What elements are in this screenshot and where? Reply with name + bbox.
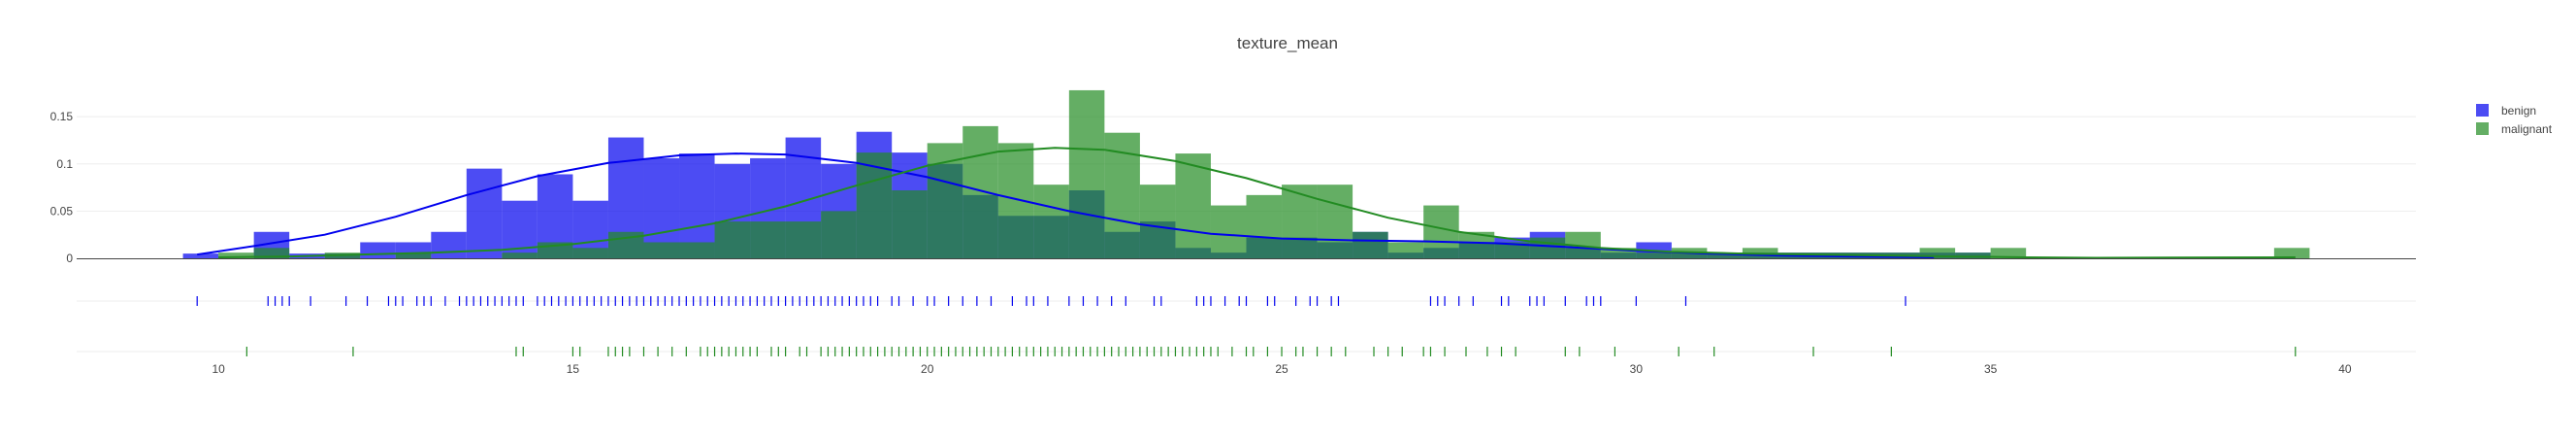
bar-malignant	[502, 252, 538, 258]
bar-malignant	[1068, 89, 1105, 258]
bar-malignant	[218, 252, 254, 258]
bar-benign	[182, 253, 219, 258]
histogram-bars	[182, 89, 2310, 258]
bar-malignant	[856, 152, 893, 258]
y-tick-label: 0	[66, 252, 73, 265]
density-curve-malignant	[218, 147, 2296, 259]
x-tick-label: 35	[1984, 362, 1998, 376]
legend-swatch-benign[interactable]	[2476, 104, 2489, 117]
legend-label-malignant[interactable]: malignant	[2501, 122, 2553, 136]
bar-malignant	[714, 221, 751, 258]
bar-malignant	[1494, 242, 1530, 258]
x-tick-label: 30	[1630, 362, 1644, 376]
x-tick-label: 40	[2338, 362, 2352, 376]
bar-malignant	[1210, 205, 1247, 258]
legend-label-benign[interactable]: benign	[2501, 104, 2536, 118]
bar-malignant	[821, 211, 857, 258]
x-tick-label: 25	[1275, 362, 1288, 376]
rug-gridlines	[77, 300, 2416, 353]
bar-malignant	[1282, 185, 1318, 258]
x-tick-label: 10	[212, 362, 225, 376]
bar-benign	[431, 231, 467, 258]
bar-malignant	[679, 242, 715, 258]
bar-malignant	[962, 125, 998, 258]
bar-malignant	[2273, 248, 2310, 258]
x-axis-ticks: 10 15 20 25 30 35 40	[212, 362, 2351, 376]
bar-malignant	[1104, 132, 1140, 258]
bar-malignant	[1175, 153, 1211, 258]
bar-benign	[466, 168, 503, 258]
y-tick-label: 0.05	[50, 204, 74, 218]
y-tick-label: 0.1	[56, 157, 73, 171]
x-tick-label: 20	[921, 362, 934, 376]
bar-malignant	[785, 221, 822, 258]
bar-malignant	[643, 242, 680, 258]
bar-malignant	[1317, 185, 1353, 258]
bar-benign	[679, 153, 715, 258]
density-curves	[197, 147, 2296, 259]
legend[interactable]: benign malignant	[2476, 104, 2553, 136]
bar-malignant	[1919, 248, 1956, 258]
bar-malignant	[1139, 185, 1176, 258]
y-tick-label: 0.15	[50, 110, 74, 123]
bar-malignant	[395, 252, 432, 258]
bar-malignant	[1246, 194, 1283, 258]
bar-malignant	[1387, 242, 1424, 258]
bar-malignant	[1600, 248, 1637, 258]
bar-malignant	[1353, 231, 1388, 258]
bar-malignant	[572, 248, 608, 258]
bars-malignant	[218, 89, 2310, 258]
bar-malignant	[1636, 252, 1672, 258]
legend-swatch-malignant[interactable]	[2476, 122, 2489, 135]
rug-marks	[196, 296, 2297, 356]
bar-malignant	[1033, 185, 1069, 258]
bar-benign	[360, 242, 396, 258]
chart-title: texture_mean	[1237, 34, 1338, 52]
bar-benign	[643, 157, 680, 258]
bar-malignant	[253, 248, 290, 258]
bar-malignant	[750, 221, 786, 258]
rug-malignant	[245, 347, 2297, 356]
rug-benign	[196, 296, 1907, 306]
x-tick-label: 15	[567, 362, 580, 376]
y-axis-ticks: 0 0.05 0.1 0.15	[50, 110, 74, 265]
bar-malignant	[1990, 248, 2027, 258]
bar-malignant	[1423, 205, 1459, 258]
bar-malignant	[1955, 252, 1991, 258]
bar-malignant	[892, 190, 928, 258]
bar-malignant	[1707, 252, 1743, 258]
bar-malignant	[1529, 237, 1566, 258]
bar-malignant	[997, 143, 1034, 258]
